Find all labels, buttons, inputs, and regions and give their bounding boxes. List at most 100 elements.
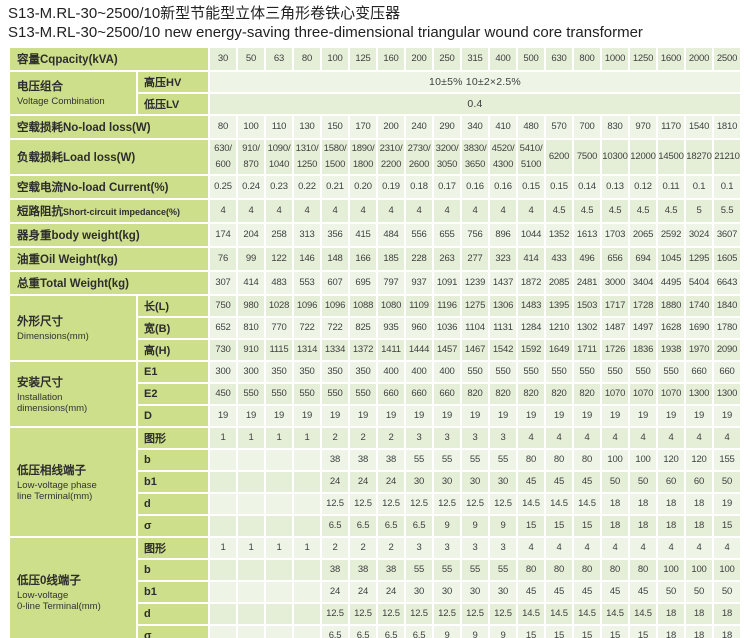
spec-cell: 800	[574, 47, 600, 70]
section-label-zh: 油重	[17, 253, 40, 266]
row-sublabel: b1	[138, 471, 208, 492]
spec-cell: 38	[350, 559, 376, 580]
section-label-zh: 容量	[17, 53, 40, 66]
spec-cell	[238, 449, 264, 470]
spec-cell: 1467	[462, 339, 488, 360]
spec-cell: 122	[266, 247, 292, 270]
spec-cell: 99	[238, 247, 264, 270]
spec-cell: 18	[630, 493, 656, 514]
spec-cell: 660	[406, 383, 432, 404]
spec-cell: 1836	[630, 339, 656, 360]
spec-cell: 0.25	[210, 175, 236, 198]
spec-cell: 1091	[434, 271, 460, 294]
spec-cell: 1170	[658, 115, 684, 138]
spec-cell: 630	[546, 47, 572, 70]
spec-cell: 30	[490, 471, 516, 492]
spec-cell: 1810	[714, 115, 740, 138]
spec-cell: 550	[546, 361, 572, 382]
spec-cell: 1088	[350, 295, 376, 316]
spec-cell: 1310/ 1250	[294, 139, 320, 174]
spec-cell: 30	[406, 471, 432, 492]
spec-cell: 4	[630, 537, 656, 558]
spec-cell: 80	[546, 559, 572, 580]
spec-cell	[294, 515, 320, 536]
spec-cell: 30	[434, 581, 460, 602]
spec-cell: 12.5	[378, 603, 404, 624]
section-label-en: Installation dimensions(mm)	[17, 391, 88, 414]
section-label-en: Cqpacity(kVA)	[40, 53, 118, 66]
spec-cell: 45	[630, 581, 656, 602]
spec-cell: 1239	[462, 271, 488, 294]
spec-cell: 2481	[574, 271, 600, 294]
spec-cell: 1352	[546, 223, 572, 246]
spec-cell: 550	[350, 383, 376, 404]
spec-cell: 820	[574, 383, 600, 404]
spec-cell: 155	[714, 449, 740, 470]
section-label-en: Oil Weight(kg)	[40, 253, 118, 266]
spec-cell: 80	[294, 47, 320, 70]
spec-cell: 4520/ 4300	[490, 139, 516, 174]
spec-cell: 5410/ 5100	[518, 139, 544, 174]
spec-cell: 14.5	[518, 603, 544, 624]
spec-cell: 24	[378, 471, 404, 492]
spec-cell	[266, 515, 292, 536]
spec-cell: 1306	[490, 295, 516, 316]
spec-cell: 24	[322, 581, 348, 602]
spec-cell: 350	[322, 361, 348, 382]
spec-cell: 3	[462, 537, 488, 558]
section-label-dimensions: 外形尺寸 Dimensions(mm)	[10, 295, 136, 360]
table-row: 低压相线端子 Low-voltage phase line Terminal(mm…	[10, 427, 740, 536]
spec-cell: 14.5	[602, 603, 628, 624]
spec-cell: 1210	[546, 317, 572, 338]
spec-cell: 810	[238, 317, 264, 338]
spec-cell: 12.5	[462, 603, 488, 624]
spec-cell: 18	[658, 625, 684, 638]
spec-cell: 45	[546, 471, 572, 492]
spec-cell: 2	[350, 427, 376, 448]
spec-cell: 4	[658, 537, 684, 558]
spec-cell: 4	[602, 427, 628, 448]
spec-cell	[238, 515, 264, 536]
table-row: σ 6.5 6.5 6.5 6.5 9 9 9 15 15 15 18 18 18 18 15	[10, 515, 740, 536]
spec-cell: 12.5	[378, 493, 404, 514]
spec-cell: 3000	[602, 271, 628, 294]
spec-cell: 50	[602, 471, 628, 492]
spec-cell: 38	[378, 449, 404, 470]
spec-cell: 18	[686, 515, 712, 536]
spec-cell: 6200	[546, 139, 572, 174]
section-label-zh: 低压0线端子	[17, 574, 81, 587]
spec-cell: 9	[434, 625, 460, 638]
table-row: 空载电流No-load Current(%) 0.25 0.24 0.23 0.22 0.…	[10, 175, 740, 198]
spec-cell: 19	[490, 405, 516, 426]
spec-cell: 80	[574, 449, 600, 470]
table-row: 宽(B) 652 810 770 722 722 825 935 960 1036 1104 1131…	[10, 317, 740, 338]
spec-cell: 148	[322, 247, 348, 270]
spec-cell: 80	[518, 559, 544, 580]
spec-cell: 200	[378, 115, 404, 138]
spec-cell: 45	[518, 471, 544, 492]
spec-cell: 19	[714, 493, 740, 514]
section-label-lv-phase-terminal: 低压相线端子 Low-voltage phase line Terminal(mm…	[10, 427, 136, 536]
spec-cell: 0.13	[602, 175, 628, 198]
section-label-zh: 电压组合	[17, 81, 63, 94]
spec-cell: 55	[462, 449, 488, 470]
row-sublabel: b	[138, 449, 208, 470]
spec-cell: 433	[546, 247, 572, 270]
spec-cell: 4	[518, 427, 544, 448]
spec-cell: 6.5	[406, 625, 432, 638]
table-row: b 38 38 38 55 55 55 55 80 80 80 80 80 100 100 100	[10, 559, 740, 580]
table-row: 容量Cqpacity(kVA) 30 50 63 80 100 125 160 200 250 31…	[10, 47, 740, 70]
spec-cell	[238, 603, 264, 624]
spec-span-cell: 10±5% 10±2×2.5%	[210, 71, 740, 92]
spec-cell: 1600	[658, 47, 684, 70]
spec-cell: 55	[490, 559, 516, 580]
spec-cell: 2500	[714, 47, 740, 70]
spec-cell: 18270	[686, 139, 712, 174]
spec-cell: 2310/ 2200	[378, 139, 404, 174]
spec-cell: 935	[378, 317, 404, 338]
spec-cell: 1109	[406, 295, 432, 316]
spec-cell: 4495	[658, 271, 684, 294]
spec-table: 容量Cqpacity(kVA) 30 50 63 80 100 125 160 200 250 31…	[8, 46, 742, 638]
spec-cell: 15	[574, 625, 600, 638]
spec-cell: 910	[238, 339, 264, 360]
